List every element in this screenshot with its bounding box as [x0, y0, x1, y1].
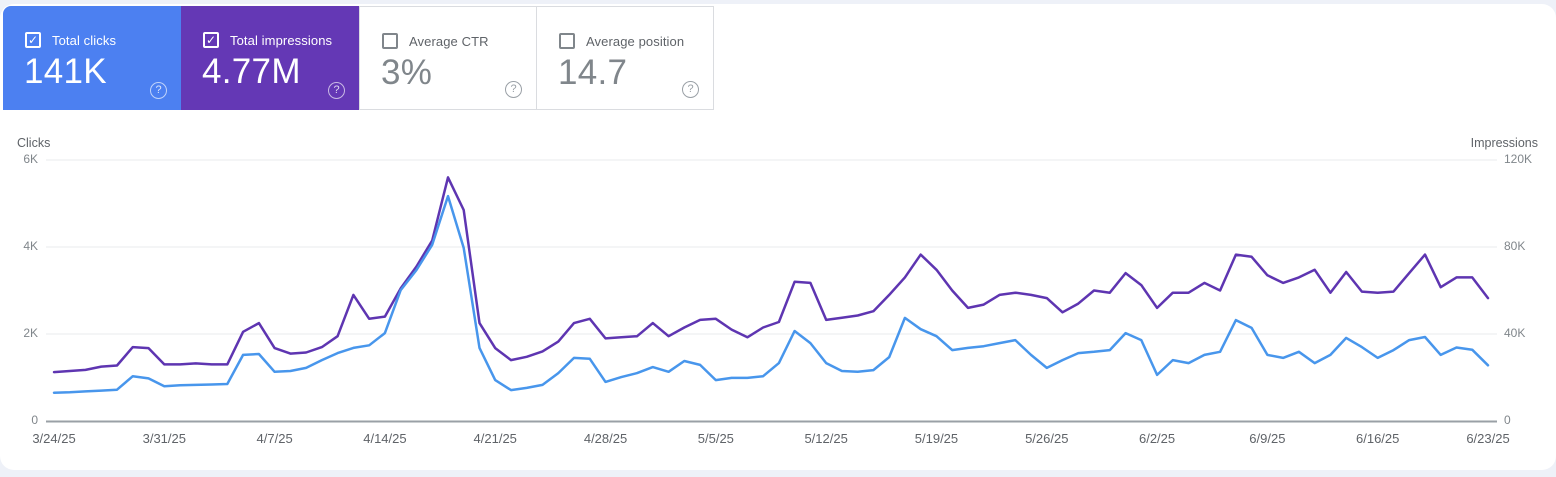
metric-cards-row: ✓ Total clicks 141K ? ✓ Total impression… [3, 6, 714, 110]
y-tick-label: 2K [23, 326, 38, 340]
checkbox-total-impressions[interactable]: ✓ [203, 32, 219, 48]
y-tick-label: 0 [31, 413, 38, 427]
card-value-total-impressions: 4.77M [202, 52, 301, 91]
card-header: ✓ Average CTR [382, 33, 489, 49]
checkbox-average-position[interactable]: ✓ [559, 33, 575, 49]
checkmark-icon: ✓ [205, 33, 217, 47]
card-value-average-ctr: 3% [381, 53, 433, 92]
x-tick-label: 4/28/25 [583, 431, 628, 446]
gridlines [46, 159, 1497, 335]
y-tick-label: 120K [1504, 152, 1533, 166]
help-icon[interactable]: ? [505, 81, 522, 98]
x-tick-label: 5/19/25 [914, 431, 959, 446]
metric-card-total-impressions[interactable]: ✓ Total impressions 4.77M ? [181, 6, 359, 110]
checkbox-total-clicks[interactable]: ✓ [25, 32, 41, 48]
clicks-line [52, 194, 1490, 394]
y-tick-label: 80K [1504, 239, 1526, 253]
checkmark-icon: ✓ [27, 33, 39, 47]
x-tick-label: 5/5/25 [697, 431, 734, 446]
card-label-total-impressions: Total impressions [230, 32, 333, 48]
x-tick-label: 6/23/25 [1466, 431, 1510, 446]
x-tick-label: 6/2/25 [1138, 431, 1176, 446]
card-value-total-clicks: 141K [24, 52, 107, 91]
right-axis-title: Impressions [1470, 136, 1538, 150]
x-tick-label: 4/7/25 [256, 431, 293, 446]
help-icon[interactable]: ? [150, 82, 167, 99]
x-tick-label: 4/21/25 [473, 431, 517, 446]
x-tick-label: 3/31/25 [142, 431, 186, 446]
y-tick-label: 6K [23, 152, 38, 166]
y-tick-label: 40K [1504, 326, 1526, 340]
help-icon[interactable]: ? [682, 81, 699, 98]
x-tick-label: 5/12/25 [804, 431, 848, 446]
card-header: ✓ Total impressions [203, 32, 332, 48]
card-label-total-clicks: Total clicks [52, 32, 117, 48]
x-tick-label: 4/14/25 [363, 431, 407, 446]
checkbox-average-ctr[interactable]: ✓ [382, 33, 398, 49]
left-axis-title: Clicks [17, 136, 51, 150]
card-label-average-position: Average position [586, 33, 685, 49]
x-tick-label: 5/26/25 [1025, 431, 1069, 446]
metric-card-average-ctr[interactable]: ✓ Average CTR 3% ? [359, 6, 537, 110]
help-icon[interactable]: ? [328, 82, 345, 99]
x-tick-label: 6/9/25 [1249, 431, 1286, 446]
metric-card-average-position[interactable]: ✓ Average position 14.7 ? [536, 6, 714, 110]
card-header: ✓ Total clicks [25, 32, 116, 48]
x-tick-label: 3/24/25 [32, 431, 76, 446]
metric-card-total-clicks[interactable]: ✓ Total clicks 141K ? [3, 6, 181, 110]
impressions-line [52, 176, 1490, 374]
x-tick-label: 6/16/25 [1356, 431, 1400, 446]
y-tick-label: 4K [23, 239, 38, 253]
y-tick-label: 0 [1504, 413, 1511, 427]
card-value-average-position: 14.7 [558, 53, 628, 92]
card-label-average-ctr: Average CTR [409, 33, 489, 49]
card-header: ✓ Average position [559, 33, 684, 49]
